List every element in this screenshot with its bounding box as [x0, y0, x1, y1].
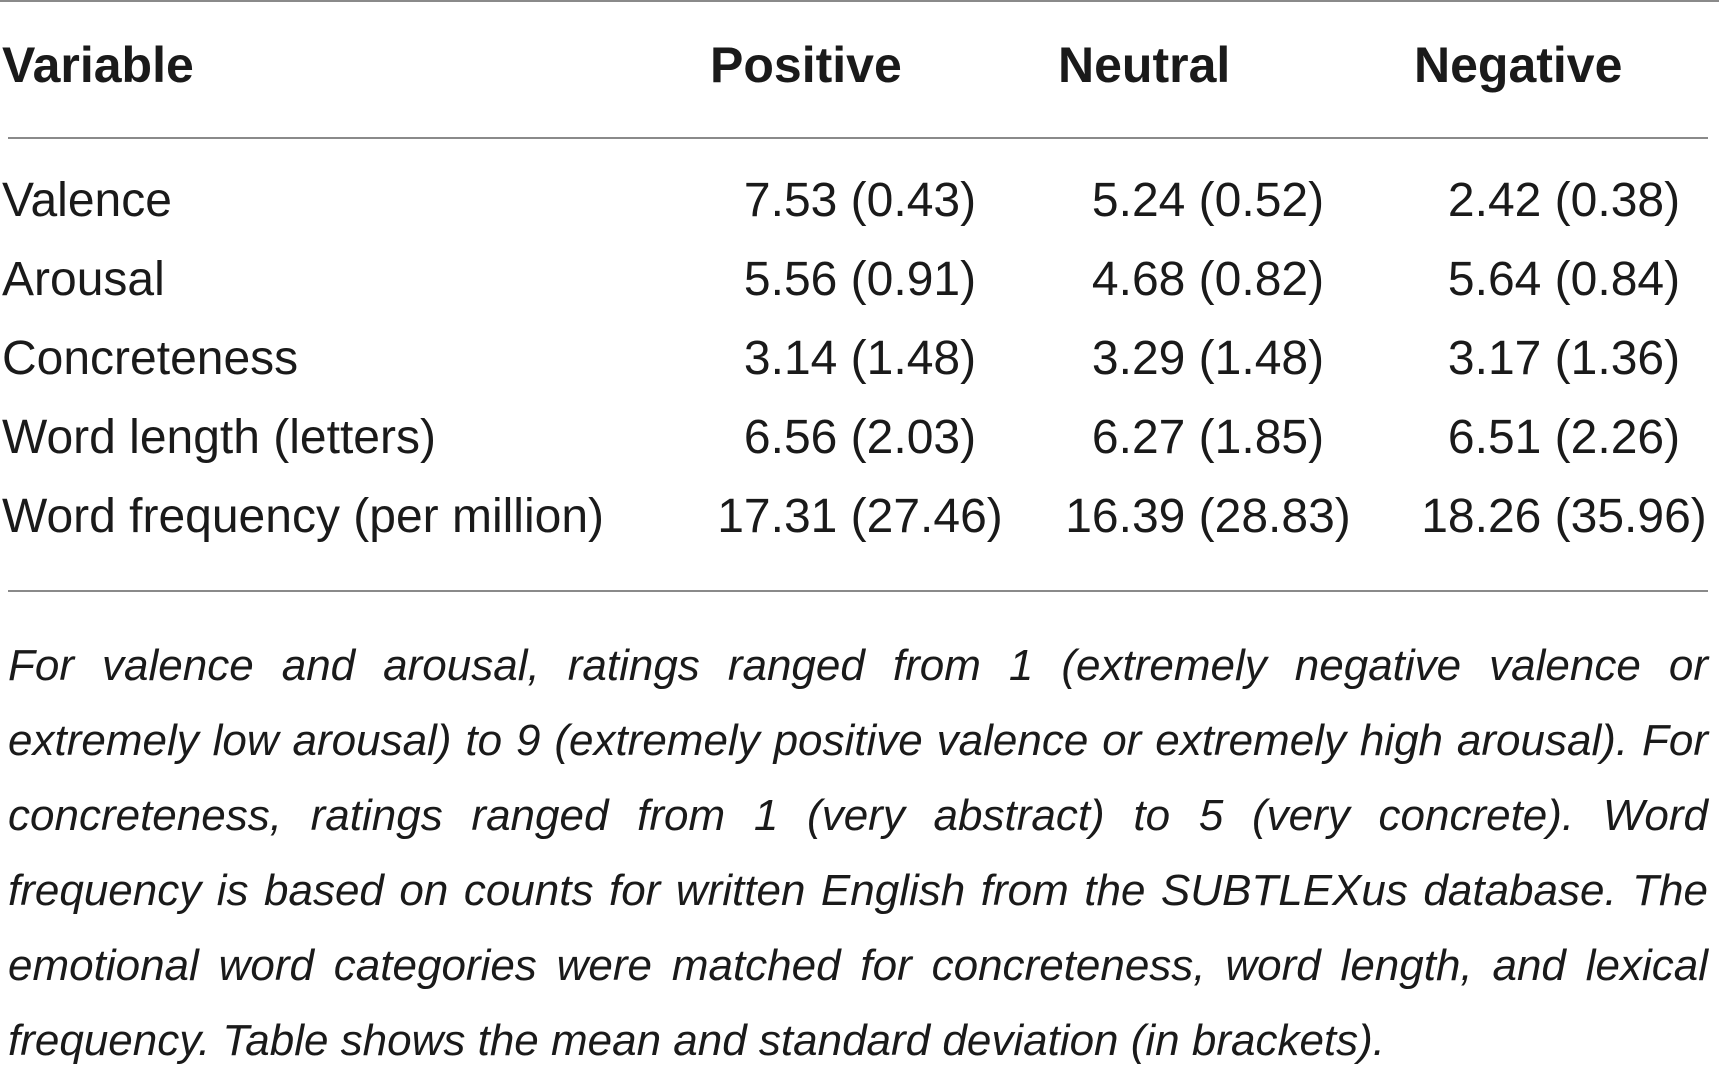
cell-arousal-positive: 5.56 (0.91)	[743, 253, 977, 306]
cell-word-length-negative: 6.51 (2.26)	[1447, 411, 1681, 464]
cell-word-frequency-positive: 17.31 (27.46)	[717, 490, 1003, 543]
row-label-word-length: Word length (letters)	[2, 411, 436, 464]
table-bottom-rule	[8, 590, 1708, 592]
cell-word-frequency-negative: 18.26 (35.96)	[1421, 490, 1707, 543]
cell-concreteness-negative: 3.17 (1.36)	[1447, 332, 1681, 385]
cell-arousal-neutral: 4.68 (0.82)	[1091, 253, 1325, 306]
table-header-rule	[8, 137, 1708, 139]
row-label-concreteness: Concreteness	[2, 332, 299, 385]
row-label-word-frequency: Word frequency (per million)	[2, 490, 604, 543]
row-label-valence: Valence	[2, 174, 172, 227]
table-top-rule	[0, 0, 1719, 2]
header-negative: Negative	[1414, 37, 1623, 93]
cell-concreteness-neutral: 3.29 (1.48)	[1091, 332, 1325, 385]
cell-word-length-positive: 6.56 (2.03)	[743, 411, 977, 464]
table-footnote: For valence and arousal, ratings ranged …	[8, 641, 1708, 1065]
header-positive: Positive	[710, 37, 902, 93]
header-neutral: Neutral	[1058, 37, 1231, 93]
cell-word-frequency-neutral: 16.39 (28.83)	[1065, 490, 1351, 543]
cell-valence-negative: 2.42 (0.38)	[1447, 174, 1681, 227]
cell-valence-positive: 7.53 (0.43)	[743, 174, 977, 227]
cell-valence-neutral: 5.24 (0.52)	[1091, 174, 1325, 227]
header-variable: Variable	[2, 37, 194, 93]
row-label-arousal: Arousal	[2, 253, 165, 306]
cell-word-length-neutral: 6.27 (1.85)	[1091, 411, 1325, 464]
cell-arousal-negative: 5.64 (0.84)	[1447, 253, 1681, 306]
cell-concreteness-positive: 3.14 (1.48)	[743, 332, 977, 385]
